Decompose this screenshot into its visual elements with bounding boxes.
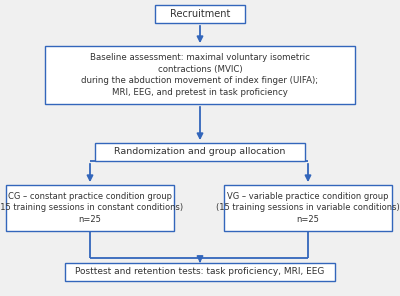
Text: VG – variable practice condition group
(15 training sessions in variable conditi: VG – variable practice condition group (… xyxy=(216,192,400,224)
FancyBboxPatch shape xyxy=(224,185,392,231)
FancyBboxPatch shape xyxy=(95,143,305,161)
FancyBboxPatch shape xyxy=(155,5,245,23)
Text: CG – constant practice condition group
(15 training sessions in constant conditi: CG – constant practice condition group (… xyxy=(0,192,183,224)
FancyBboxPatch shape xyxy=(6,185,174,231)
Text: Posttest and retention tests: task proficiency, MRI, EEG: Posttest and retention tests: task profi… xyxy=(75,268,325,276)
Text: Recruitment: Recruitment xyxy=(170,9,230,19)
Text: Baseline assessment: maximal voluntary isometric
contractions (MVIC)
during the : Baseline assessment: maximal voluntary i… xyxy=(82,53,318,97)
FancyBboxPatch shape xyxy=(45,46,355,104)
Text: Randomization and group allocation: Randomization and group allocation xyxy=(114,147,286,157)
FancyBboxPatch shape xyxy=(65,263,335,281)
